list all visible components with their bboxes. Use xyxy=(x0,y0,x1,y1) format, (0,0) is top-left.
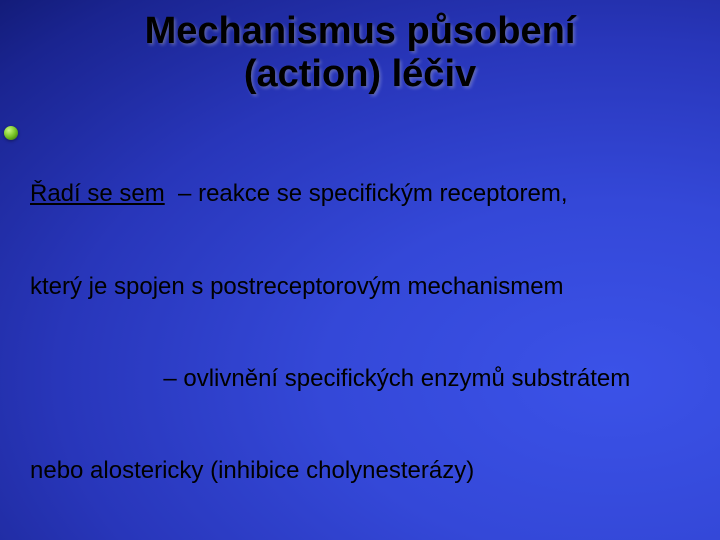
item2-a: – ovlivnění specifických enzymů substrát… xyxy=(30,364,702,395)
slide-title: Mechanismus působení (action) léčiv xyxy=(0,10,720,95)
body-line-1: Řadí se sem – reakce se specifickým rece… xyxy=(30,179,702,210)
title-line-2: (action) léčiv xyxy=(244,53,476,95)
lead-underlined: Řadí se sem xyxy=(30,180,165,207)
item1-a: – reakce se specifickým receptorem, xyxy=(165,180,568,207)
bullet-icon xyxy=(4,126,18,140)
slide-body: Řadí se sem – reakce se specifickým rece… xyxy=(30,118,702,540)
title-line-1: Mechanismus působení xyxy=(145,10,576,52)
item1-b: který je spojen s postreceptorovým mecha… xyxy=(30,272,702,303)
item2-b: nebo alostericky (inhibice cholynesteráz… xyxy=(30,456,702,487)
